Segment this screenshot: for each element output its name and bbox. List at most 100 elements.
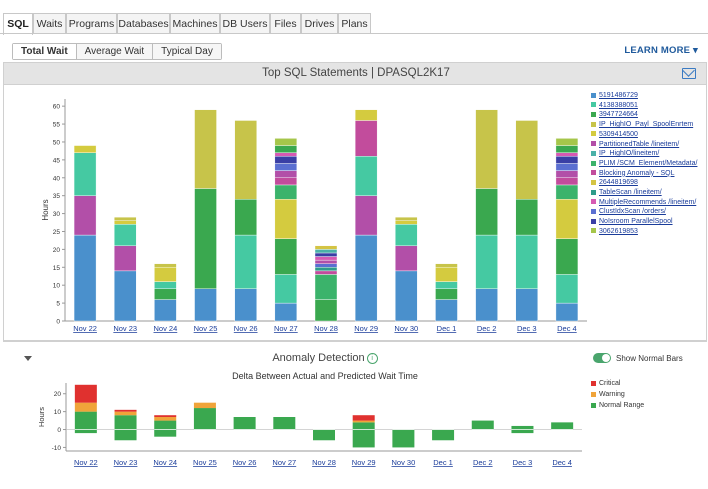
anomaly-y-tick-label: 0 [57, 427, 61, 434]
tab-waits[interactable]: Waits [33, 13, 66, 34]
bar-segment [555, 138, 579, 146]
legend-item[interactable]: IP_HighIO/lineitem/ [591, 150, 659, 157]
email-icon[interactable] [682, 68, 696, 79]
anomaly-x-tick-label[interactable]: Nov 27 [272, 458, 296, 467]
warning-bar [352, 420, 375, 423]
legend-label: Blocking Anomaly - SQL [599, 169, 675, 177]
legend-item[interactable]: IP_HighIO_Payl_SpoolEnrtem [591, 121, 693, 128]
bar-segment [274, 274, 298, 304]
x-tick-label[interactable]: Nov 26 [234, 324, 258, 333]
bar-segment [435, 281, 458, 289]
legend-swatch [591, 102, 596, 108]
legend-swatch [591, 218, 596, 224]
x-tick-label[interactable]: Nov 29 [354, 324, 378, 333]
x-tick-label[interactable]: Nov 27 [274, 324, 298, 333]
tab-plans[interactable]: Plans [338, 13, 371, 34]
anomaly-x-tick-label[interactable]: Nov 28 [312, 458, 336, 467]
x-tick-label[interactable]: Nov 30 [394, 324, 418, 333]
tab-databases[interactable]: Databases [117, 13, 170, 34]
x-tick-label[interactable]: Nov 28 [314, 324, 338, 333]
bar-segment [515, 199, 538, 236]
y-tick-label: 55 [53, 122, 61, 129]
anomaly-x-tick-label[interactable]: Nov 25 [193, 458, 217, 467]
anomaly-y-tick-label: 10 [54, 409, 62, 416]
x-tick-label[interactable]: Nov 25 [194, 324, 218, 333]
critical-bar [154, 415, 177, 417]
bar-segment [314, 299, 338, 322]
bar-segment [73, 195, 97, 236]
bar-segment [114, 224, 137, 247]
subtab-average-wait[interactable]: Average Wait [76, 44, 154, 59]
x-tick-label[interactable]: Dec 2 [477, 324, 497, 333]
legend-swatch [591, 228, 596, 234]
bar-segment [555, 163, 579, 171]
anomaly-x-tick-label[interactable]: Nov 26 [233, 458, 257, 467]
legend-item[interactable]: NoIsroom ParallelSpool [591, 218, 673, 225]
tab-db-users[interactable]: DB Users [220, 13, 270, 34]
bar-segment [395, 220, 418, 225]
legend-item[interactable]: 2644819698 [591, 179, 638, 186]
legend-item[interactable]: Blocking Anomaly - SQL [591, 170, 674, 177]
anomaly-x-tick-label[interactable]: Nov 24 [153, 458, 177, 467]
bar-segment [515, 120, 538, 200]
section-divider [3, 341, 707, 342]
x-tick-label[interactable]: Nov 23 [113, 324, 137, 333]
legend-item[interactable]: 5191486729 [591, 92, 638, 99]
bar-segment [395, 270, 418, 322]
x-tick-label[interactable]: Dec 1 [437, 324, 457, 333]
critical-bar [114, 409, 137, 412]
y-tick-label: 20 [53, 247, 61, 254]
bar-segment [555, 302, 579, 322]
legend-item[interactable]: 5309414500 [591, 131, 638, 138]
legend-item[interactable]: PLIM /SCM_Element/Metadata/ [591, 160, 697, 167]
bar-segment [274, 184, 298, 200]
x-tick-label[interactable]: Dec 3 [517, 324, 537, 333]
legend-item[interactable]: PartitionedTable /lineitem/ [591, 141, 679, 148]
legend-item[interactable]: 4138388051 [591, 102, 638, 109]
bar-segment [154, 281, 177, 289]
learn-more-link[interactable]: LEARN MORE ▾ [624, 45, 698, 56]
bar-segment [73, 234, 97, 322]
legend-item[interactable]: ClustIdxScan /orders/ [591, 208, 666, 215]
x-tick-label[interactable]: Nov 22 [73, 324, 97, 333]
anomaly-legend-item: Normal Range [591, 402, 644, 409]
x-tick-label[interactable]: Nov 24 [154, 324, 178, 333]
bar-segment [154, 288, 177, 300]
tab-machines[interactable]: Machines [170, 13, 220, 34]
anomaly-title: Anomaly Detection i [0, 352, 650, 364]
bar-segment [555, 156, 579, 164]
legend-item[interactable]: 3062619853 [591, 228, 638, 235]
subtab-total-wait[interactable]: Total Wait [13, 44, 77, 59]
tab-files[interactable]: Files [270, 13, 301, 34]
tab-programs[interactable]: Programs [66, 13, 117, 34]
bar-segment [555, 274, 579, 304]
tab-drives[interactable]: Drives [301, 13, 338, 34]
anomaly-x-tick-label[interactable]: Dec 4 [552, 458, 572, 467]
show-normal-toggle[interactable] [593, 353, 611, 363]
legend-label: 4138388051 [599, 101, 638, 109]
legend-swatch [591, 141, 596, 147]
anomaly-x-tick-label[interactable]: Dec 2 [473, 458, 493, 467]
anomaly-x-tick-label[interactable]: Dec 3 [513, 458, 533, 467]
anomaly-x-tick-label[interactable]: Dec 1 [433, 458, 453, 467]
bar-segment [154, 299, 177, 322]
y-tick-label: 0 [56, 319, 60, 326]
anomaly-x-tick-label[interactable]: Nov 22 [74, 458, 98, 467]
subtab-typical-day[interactable]: Typical Day [153, 44, 221, 59]
legend-item[interactable]: 3947724664 [591, 111, 638, 118]
anomaly-x-tick-label[interactable]: Nov 29 [352, 458, 376, 467]
bar-segment [234, 288, 257, 322]
legend-item[interactable]: TableScan /lineitem/ [591, 189, 662, 196]
collapse-chevron-icon[interactable] [24, 356, 32, 361]
show-normal-label: Show Normal Bars [616, 354, 683, 363]
anomaly-x-tick-label[interactable]: Nov 23 [114, 458, 138, 467]
legend-swatch [591, 199, 596, 205]
bar-segment [475, 109, 498, 189]
anomaly-x-tick-label[interactable]: Nov 30 [392, 458, 416, 467]
tab-sql[interactable]: SQL [3, 13, 33, 35]
info-icon[interactable]: i [366, 353, 378, 364]
x-tick-label[interactable]: Dec 4 [557, 324, 577, 333]
legend-label: 5309414500 [599, 130, 638, 138]
bar-segment [354, 120, 378, 157]
legend-item[interactable]: MultipleRecommends /lineitem/ [591, 199, 696, 206]
